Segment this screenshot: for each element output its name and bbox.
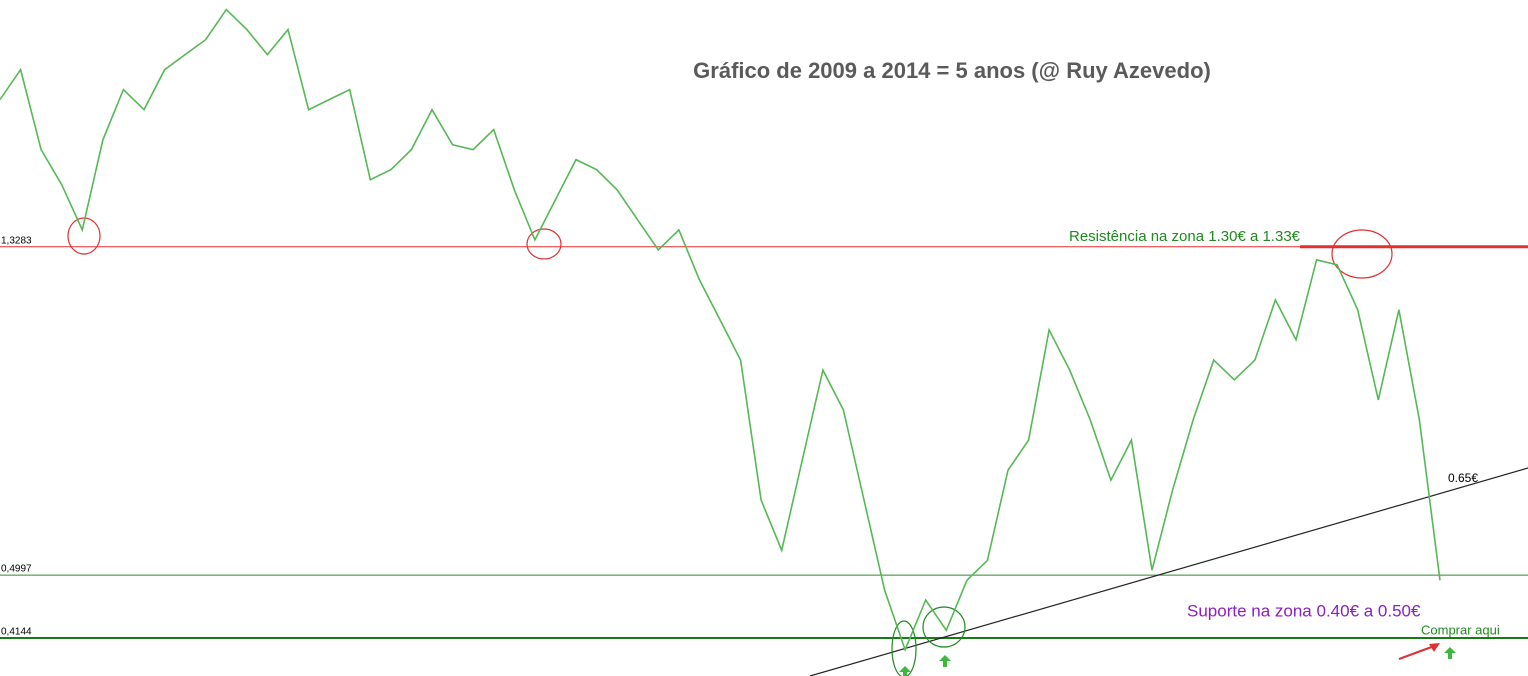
level-label: 1,3283	[1, 235, 32, 246]
level-label: 0,4997	[1, 564, 32, 575]
resistance-label: Resistência na zona 1.30€ a 1.33€	[1069, 228, 1301, 245]
arrow-head	[1429, 643, 1440, 652]
circle	[891, 620, 917, 676]
buy-arrows	[899, 647, 1456, 676]
circle	[526, 228, 562, 260]
circle	[922, 606, 966, 648]
buy-label: Comprar aqui	[1421, 622, 1500, 637]
chart-title: Gráfico de 2009 a 2014 = 5 anos (@ Ruy A…	[693, 58, 1211, 83]
arrow	[1398, 644, 1438, 660]
highlights	[67, 217, 1393, 676]
circle	[1331, 229, 1393, 279]
level-label: 0,4144	[1, 627, 32, 638]
price-line	[0, 8, 1441, 653]
up-arrow	[939, 655, 951, 667]
up-arrow	[899, 666, 911, 676]
circle	[67, 217, 101, 255]
trend-line	[809, 467, 1528, 676]
up-arrow	[1444, 647, 1456, 659]
trend-label: 0.65€	[1448, 471, 1478, 485]
support-label: Suporte na zona 0.40€ a 0.50€	[1187, 601, 1421, 620]
